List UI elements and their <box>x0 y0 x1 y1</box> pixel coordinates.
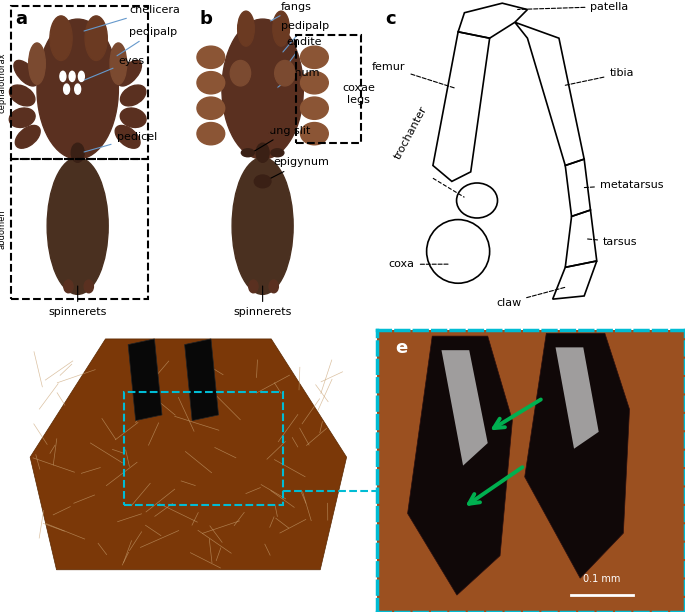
Ellipse shape <box>29 43 45 84</box>
Circle shape <box>75 84 81 94</box>
Ellipse shape <box>84 280 93 293</box>
Text: d: d <box>15 341 28 360</box>
Circle shape <box>78 71 84 81</box>
Ellipse shape <box>118 61 141 86</box>
Text: pedipalp: pedipalp <box>117 27 177 56</box>
Polygon shape <box>128 339 162 420</box>
Ellipse shape <box>301 122 328 145</box>
Text: femur: femur <box>372 62 456 88</box>
Text: sternum: sternum <box>269 69 320 94</box>
Text: a: a <box>15 10 27 28</box>
Text: lung slit: lung slit <box>254 125 311 151</box>
Text: cephalothorax: cephalothorax <box>0 53 6 113</box>
Ellipse shape <box>64 280 73 293</box>
Ellipse shape <box>232 157 293 294</box>
Circle shape <box>60 71 66 81</box>
Text: b: b <box>200 10 212 28</box>
Ellipse shape <box>15 125 40 148</box>
Polygon shape <box>442 350 488 466</box>
Ellipse shape <box>271 149 284 157</box>
Text: abdomen: abdomen <box>0 209 6 249</box>
Ellipse shape <box>256 143 269 162</box>
Ellipse shape <box>10 108 35 127</box>
Text: tibia: tibia <box>565 69 634 85</box>
Text: claw: claw <box>496 287 566 307</box>
Text: coxae
legs: coxae legs <box>342 83 375 105</box>
Polygon shape <box>185 339 219 420</box>
Text: 0.1 mm: 0.1 mm <box>583 574 621 584</box>
Polygon shape <box>556 348 599 449</box>
Bar <box>11 6 148 159</box>
Text: fangs: fangs <box>271 2 312 21</box>
Ellipse shape <box>121 108 146 127</box>
Ellipse shape <box>241 149 254 157</box>
Ellipse shape <box>115 125 140 148</box>
Ellipse shape <box>269 280 278 293</box>
Text: chelicera: chelicera <box>84 5 180 31</box>
Ellipse shape <box>230 61 251 86</box>
Ellipse shape <box>47 157 108 294</box>
Text: eyes: eyes <box>80 56 145 81</box>
Text: spinnerets: spinnerets <box>234 286 292 317</box>
Ellipse shape <box>197 72 225 94</box>
Text: epigynum: epigynum <box>267 157 329 180</box>
Circle shape <box>37 19 119 159</box>
Bar <box>125 392 283 505</box>
Ellipse shape <box>249 280 258 293</box>
Text: metatarsus: metatarsus <box>584 180 664 190</box>
Circle shape <box>222 19 303 159</box>
Ellipse shape <box>247 69 278 135</box>
Polygon shape <box>30 339 347 570</box>
Ellipse shape <box>301 72 328 94</box>
Text: patella: patella <box>518 2 629 12</box>
Text: endite: endite <box>283 37 322 71</box>
Bar <box>296 35 360 143</box>
Text: tarsus: tarsus <box>587 237 638 247</box>
Polygon shape <box>525 334 630 578</box>
Text: trochanter: trochanter <box>393 105 429 161</box>
Ellipse shape <box>50 16 72 61</box>
Circle shape <box>69 71 75 81</box>
Text: spinnerets: spinnerets <box>49 286 107 317</box>
Ellipse shape <box>254 175 271 188</box>
Text: pedipalp: pedipalp <box>281 21 329 52</box>
Ellipse shape <box>14 61 38 86</box>
Ellipse shape <box>71 143 84 162</box>
Ellipse shape <box>238 11 254 46</box>
Circle shape <box>64 84 70 94</box>
Ellipse shape <box>273 11 290 46</box>
Ellipse shape <box>301 97 328 119</box>
Ellipse shape <box>275 61 295 86</box>
Text: pedicel: pedicel <box>84 132 157 152</box>
Bar <box>11 159 148 299</box>
Text: c: c <box>386 10 397 28</box>
Ellipse shape <box>301 46 328 69</box>
Ellipse shape <box>85 16 108 61</box>
Ellipse shape <box>197 46 225 69</box>
Ellipse shape <box>110 43 127 84</box>
Polygon shape <box>408 336 512 595</box>
Ellipse shape <box>10 85 35 106</box>
Ellipse shape <box>197 122 225 145</box>
Ellipse shape <box>197 97 225 119</box>
Text: 1 mm: 1 mm <box>238 571 266 581</box>
Text: e: e <box>395 339 408 357</box>
Text: coxa: coxa <box>389 259 449 269</box>
Ellipse shape <box>121 85 146 106</box>
